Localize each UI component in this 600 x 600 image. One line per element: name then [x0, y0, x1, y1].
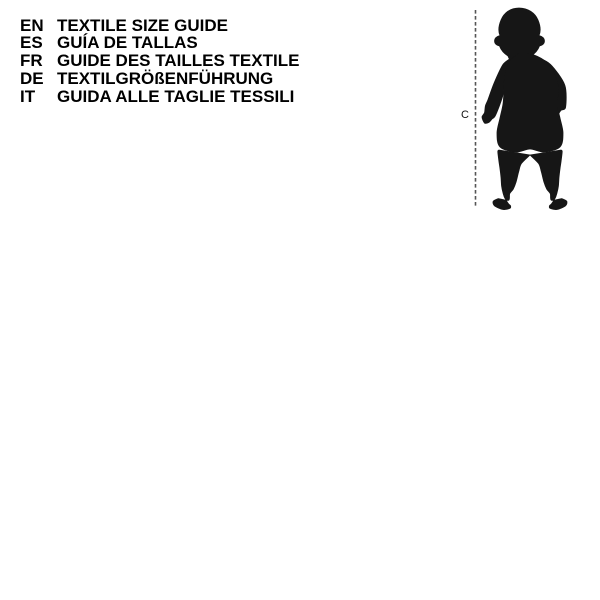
svg-text:C: C	[461, 109, 469, 121]
